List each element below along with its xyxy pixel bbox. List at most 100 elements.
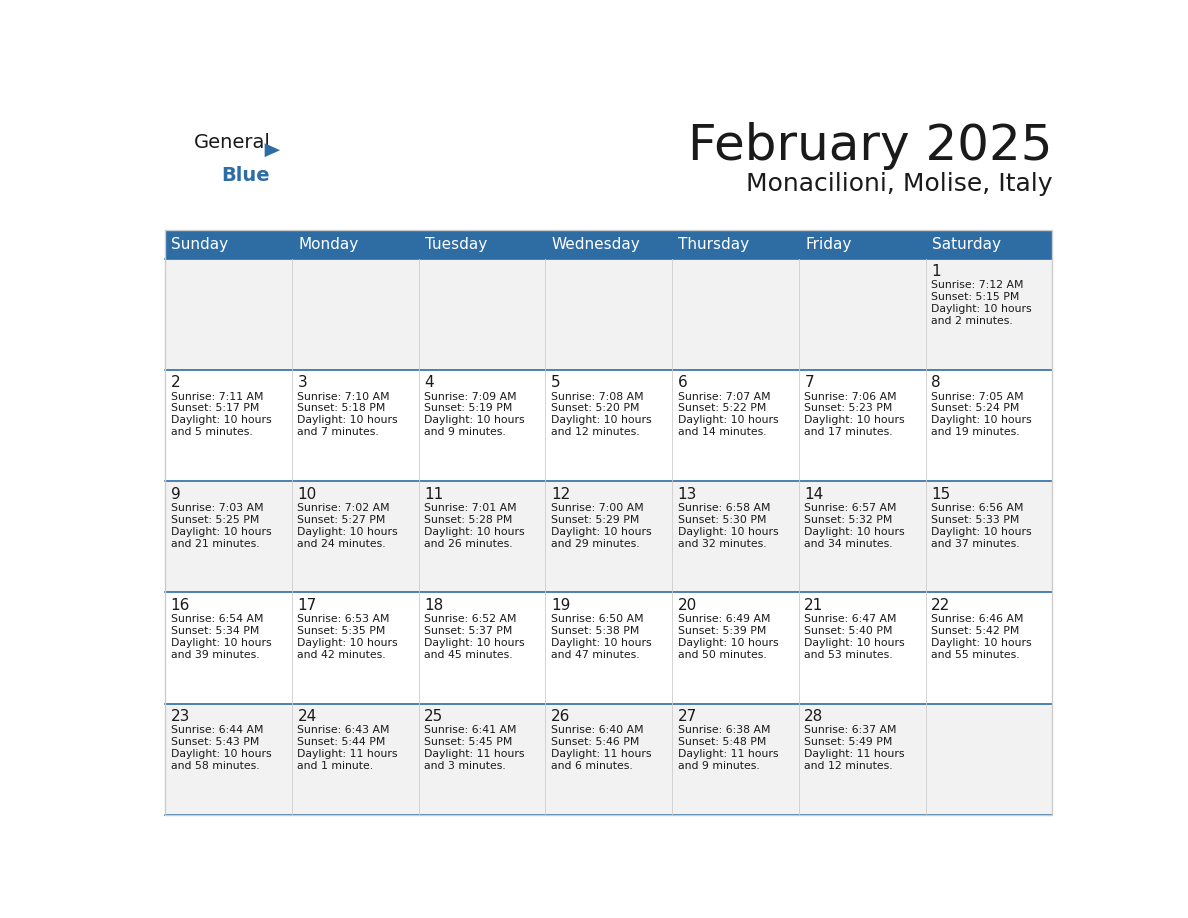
Text: Sunrise: 7:05 AM: Sunrise: 7:05 AM (931, 391, 1024, 401)
Text: Sunset: 5:15 PM: Sunset: 5:15 PM (931, 292, 1019, 302)
Text: Sunrise: 6:37 AM: Sunrise: 6:37 AM (804, 725, 897, 735)
Text: 18: 18 (424, 598, 443, 612)
Text: Daylight: 10 hours: Daylight: 10 hours (424, 527, 525, 537)
Text: Sunrise: 7:03 AM: Sunrise: 7:03 AM (171, 503, 264, 513)
Text: Sunset: 5:20 PM: Sunset: 5:20 PM (551, 403, 639, 413)
Text: and 50 minutes.: and 50 minutes. (677, 650, 766, 660)
Text: and 5 minutes.: and 5 minutes. (171, 427, 253, 437)
Text: and 12 minutes.: and 12 minutes. (551, 427, 639, 437)
Text: and 34 minutes.: and 34 minutes. (804, 539, 893, 549)
Text: Sunset: 5:25 PM: Sunset: 5:25 PM (171, 515, 259, 525)
Text: Sunset: 5:19 PM: Sunset: 5:19 PM (424, 403, 512, 413)
Text: Sunset: 5:46 PM: Sunset: 5:46 PM (551, 737, 639, 747)
Text: Sunset: 5:37 PM: Sunset: 5:37 PM (424, 626, 512, 636)
Text: Sunset: 5:40 PM: Sunset: 5:40 PM (804, 626, 893, 636)
Text: 13: 13 (677, 487, 697, 501)
Text: Daylight: 10 hours: Daylight: 10 hours (171, 415, 271, 425)
Text: Daylight: 10 hours: Daylight: 10 hours (931, 304, 1031, 314)
Text: Daylight: 10 hours: Daylight: 10 hours (804, 415, 905, 425)
Text: Sunset: 5:48 PM: Sunset: 5:48 PM (677, 737, 766, 747)
Text: Daylight: 10 hours: Daylight: 10 hours (297, 415, 398, 425)
Text: Sunrise: 7:02 AM: Sunrise: 7:02 AM (297, 503, 390, 513)
Text: 24: 24 (297, 709, 317, 724)
Text: Sunrise: 7:12 AM: Sunrise: 7:12 AM (931, 280, 1024, 290)
Text: Wednesday: Wednesday (551, 237, 640, 252)
Text: and 26 minutes.: and 26 minutes. (424, 539, 513, 549)
Text: 20: 20 (677, 598, 697, 612)
Text: Daylight: 11 hours: Daylight: 11 hours (551, 749, 651, 759)
Bar (165, 592, 1053, 703)
Text: Daylight: 10 hours: Daylight: 10 hours (424, 638, 525, 648)
Text: 16: 16 (171, 598, 190, 612)
Text: and 14 minutes.: and 14 minutes. (677, 427, 766, 437)
Text: Daylight: 10 hours: Daylight: 10 hours (804, 527, 905, 537)
Text: and 12 minutes.: and 12 minutes. (804, 761, 893, 771)
Text: Sunrise: 6:46 AM: Sunrise: 6:46 AM (931, 614, 1024, 624)
Text: and 17 minutes.: and 17 minutes. (804, 427, 893, 437)
Text: and 39 minutes.: and 39 minutes. (171, 650, 259, 660)
Text: Sunset: 5:45 PM: Sunset: 5:45 PM (424, 737, 512, 747)
Text: Daylight: 11 hours: Daylight: 11 hours (677, 749, 778, 759)
Text: Tuesday: Tuesday (425, 237, 487, 252)
Text: Saturday: Saturday (931, 237, 1000, 252)
Text: and 47 minutes.: and 47 minutes. (551, 650, 639, 660)
Text: and 24 minutes.: and 24 minutes. (297, 539, 386, 549)
Text: Daylight: 10 hours: Daylight: 10 hours (171, 638, 271, 648)
Text: Sunrise: 7:01 AM: Sunrise: 7:01 AM (424, 503, 517, 513)
Text: Sunrise: 6:43 AM: Sunrise: 6:43 AM (297, 725, 390, 735)
Text: 5: 5 (551, 375, 561, 390)
Text: 11: 11 (424, 487, 443, 501)
Text: Sunrise: 6:52 AM: Sunrise: 6:52 AM (424, 614, 517, 624)
Text: Daylight: 10 hours: Daylight: 10 hours (931, 527, 1031, 537)
Text: and 19 minutes.: and 19 minutes. (931, 427, 1019, 437)
Text: Sunrise: 6:38 AM: Sunrise: 6:38 AM (677, 725, 770, 735)
Text: Daylight: 11 hours: Daylight: 11 hours (804, 749, 905, 759)
Text: 3: 3 (297, 375, 308, 390)
Text: Sunset: 5:18 PM: Sunset: 5:18 PM (297, 403, 386, 413)
Text: and 3 minutes.: and 3 minutes. (424, 761, 506, 771)
Text: 23: 23 (171, 709, 190, 724)
Text: Daylight: 10 hours: Daylight: 10 hours (931, 415, 1031, 425)
Text: Daylight: 10 hours: Daylight: 10 hours (297, 527, 398, 537)
Text: Sunrise: 6:57 AM: Sunrise: 6:57 AM (804, 503, 897, 513)
Text: Daylight: 10 hours: Daylight: 10 hours (297, 638, 398, 648)
Text: Sunset: 5:32 PM: Sunset: 5:32 PM (804, 515, 892, 525)
Bar (165, 703, 1053, 814)
Text: 8: 8 (931, 375, 941, 390)
Text: 22: 22 (931, 598, 950, 612)
Text: Daylight: 10 hours: Daylight: 10 hours (171, 527, 271, 537)
Text: and 6 minutes.: and 6 minutes. (551, 761, 633, 771)
Text: Sunset: 5:44 PM: Sunset: 5:44 PM (297, 737, 386, 747)
Text: 19: 19 (551, 598, 570, 612)
Bar (165, 370, 1053, 481)
Text: 25: 25 (424, 709, 443, 724)
Text: Sunrise: 6:50 AM: Sunrise: 6:50 AM (551, 614, 644, 624)
Text: Sunrise: 6:49 AM: Sunrise: 6:49 AM (677, 614, 770, 624)
Text: Sunrise: 7:10 AM: Sunrise: 7:10 AM (297, 391, 390, 401)
Text: Sunrise: 7:08 AM: Sunrise: 7:08 AM (551, 391, 644, 401)
Text: Sunset: 5:24 PM: Sunset: 5:24 PM (931, 403, 1019, 413)
Text: Daylight: 10 hours: Daylight: 10 hours (677, 415, 778, 425)
Text: and 29 minutes.: and 29 minutes. (551, 539, 639, 549)
Text: 2: 2 (171, 375, 181, 390)
Text: Thursday: Thursday (678, 237, 750, 252)
Text: Daylight: 10 hours: Daylight: 10 hours (551, 527, 651, 537)
Text: 12: 12 (551, 487, 570, 501)
Text: Sunrise: 6:41 AM: Sunrise: 6:41 AM (424, 725, 517, 735)
Text: Sunset: 5:33 PM: Sunset: 5:33 PM (931, 515, 1019, 525)
Text: Sunrise: 6:44 AM: Sunrise: 6:44 AM (171, 725, 264, 735)
Text: Sunset: 5:22 PM: Sunset: 5:22 PM (677, 403, 766, 413)
Text: Daylight: 11 hours: Daylight: 11 hours (297, 749, 398, 759)
Text: and 21 minutes.: and 21 minutes. (171, 539, 259, 549)
Text: Daylight: 10 hours: Daylight: 10 hours (804, 638, 905, 648)
Text: 14: 14 (804, 487, 823, 501)
Text: Sunrise: 6:54 AM: Sunrise: 6:54 AM (171, 614, 264, 624)
Text: and 37 minutes.: and 37 minutes. (931, 539, 1019, 549)
Text: Sunrise: 6:56 AM: Sunrise: 6:56 AM (931, 503, 1024, 513)
Text: 21: 21 (804, 598, 823, 612)
Text: Monday: Monday (298, 237, 359, 252)
Text: Friday: Friday (805, 237, 852, 252)
Text: and 9 minutes.: and 9 minutes. (424, 427, 506, 437)
Text: and 32 minutes.: and 32 minutes. (677, 539, 766, 549)
Text: Sunrise: 6:47 AM: Sunrise: 6:47 AM (804, 614, 897, 624)
